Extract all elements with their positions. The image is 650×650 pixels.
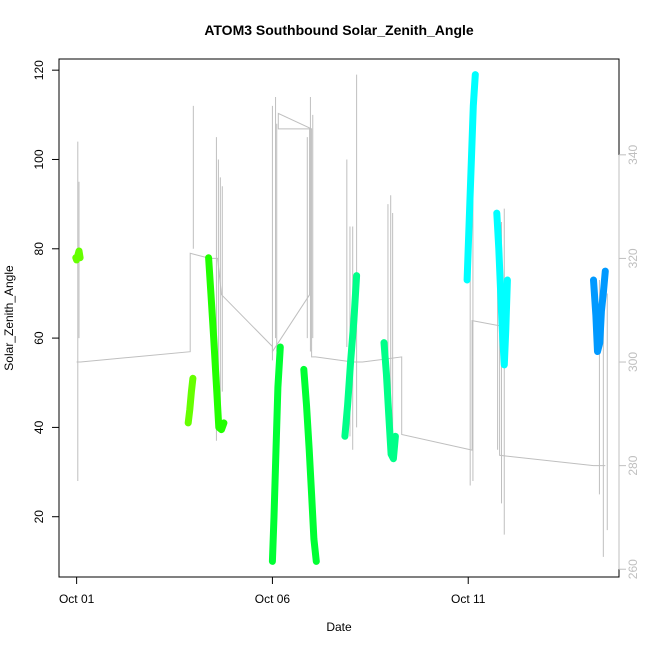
series-line [268,343,284,565]
series-line [341,272,361,440]
y2-tick-label: 320 [626,248,640,268]
y2-tick-label: 300 [626,352,640,372]
series-line [493,209,511,369]
x-axis: Oct 01 Oct 06 Oct 11 [59,576,486,606]
x-axis-label: Date [326,620,352,634]
series-line [72,247,84,264]
y-axis: 20 40 60 80 100 120 [32,60,60,524]
y2-tick-label: 280 [626,455,640,475]
y-axis-label: Solar_Zenith_Angle [2,265,16,371]
secondary-trace-line [76,112,606,467]
plot-frame [58,58,620,578]
y-tick-label: 60 [32,331,46,345]
y-tick-label: 80 [32,242,46,256]
y-tick-label: 100 [32,149,46,169]
background-spikes-layer [77,74,608,557]
y2-axis: 260 280 300 320 340 [618,144,640,579]
series-layer [72,71,609,565]
series-line [300,365,320,565]
series-line [590,267,609,355]
y-tick-label: 40 [32,420,46,434]
series-line [463,71,479,284]
y-tick-label: 20 [32,510,46,524]
chart-title: ATOM3 Southbound Solar_Zenith_Angle [204,22,474,38]
y-tick-label: 120 [32,60,46,80]
x-tick-label: Oct 11 [451,592,486,606]
series-line [184,374,197,427]
secondary-trace-layer [76,112,606,467]
y2-tick-label: 340 [626,144,640,164]
series-line [380,339,399,463]
x-tick-label: Oct 01 [59,592,95,606]
series-line [205,254,228,434]
y2-tick-label: 260 [626,559,640,579]
x-tick-label: Oct 06 [255,592,291,606]
